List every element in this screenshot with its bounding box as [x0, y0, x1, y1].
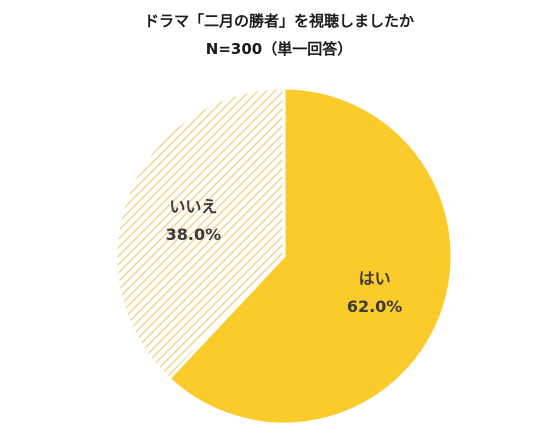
- slice-label-2: いいえ: [169, 197, 217, 216]
- pie-slice-1: [166, 86, 454, 426]
- slice-label-1: はい: [359, 269, 391, 288]
- slice-value-label-2: 38.0%: [166, 225, 222, 244]
- chart-title: ドラマ「二月の勝者」を視聴しましたか: [143, 12, 414, 30]
- slice-value-label-1: 62.0%: [347, 297, 403, 316]
- chart-subtitle: N=300（単一回答）: [205, 40, 353, 58]
- pie-slice-2: [114, 86, 286, 381]
